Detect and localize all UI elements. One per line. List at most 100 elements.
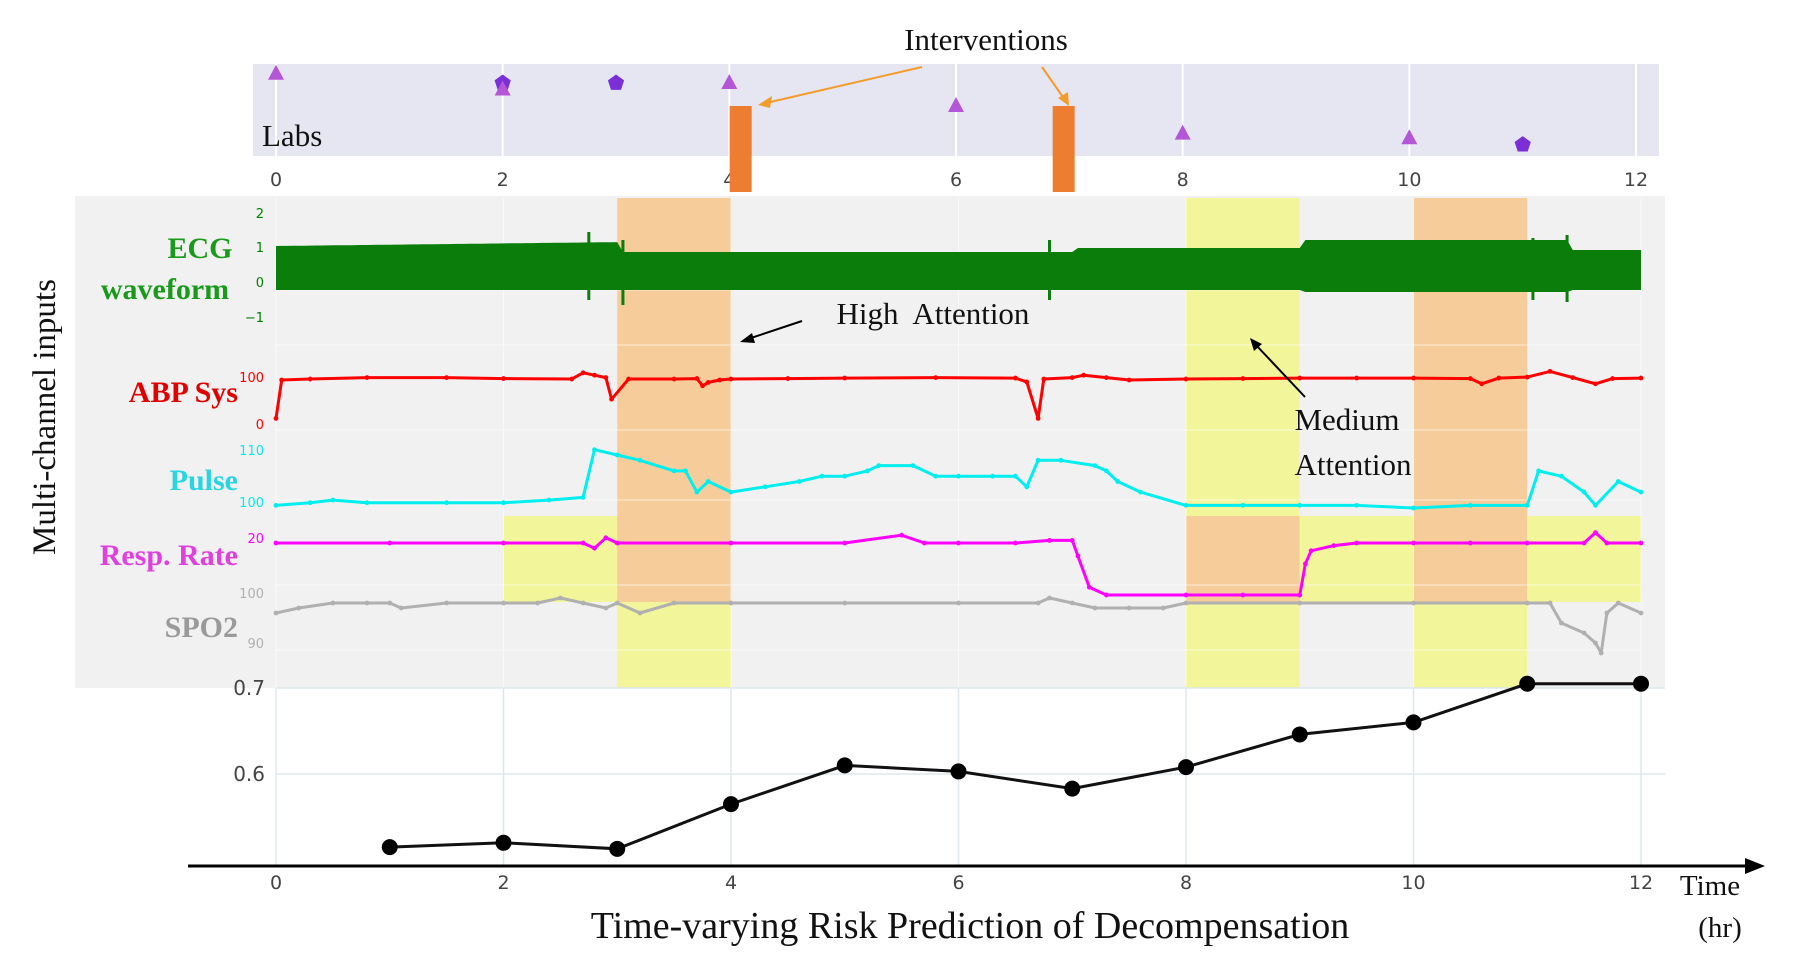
trace-point [1593,640,1598,646]
trace-point [921,540,927,546]
trace-point [1638,489,1644,495]
risk-xtick-label: 12 [1629,872,1653,894]
trace-point [1467,376,1473,381]
trace-point [694,376,700,381]
trace-point [580,600,586,606]
trace-point [535,600,541,606]
risk-point [495,834,512,851]
trace-point [273,416,279,421]
trace-point [1479,381,1485,387]
trace-point [796,479,802,484]
trace-point [637,457,643,463]
attention-band-medium [503,516,618,602]
trace-point [609,396,614,402]
attention-band-medium [1186,198,1300,516]
trace-point [842,600,848,606]
trace-point [1069,538,1075,543]
risk-point [723,796,739,813]
labs-tick-label: 10 [1397,169,1421,191]
risk-xtick-label: 4 [725,872,737,894]
trace-point [956,540,961,546]
trace-point [1581,489,1587,495]
lab-marker-triangle [948,97,964,112]
trace-point [933,473,939,479]
risk-point [1178,759,1194,776]
trace-point [273,502,279,508]
risk-xtick-label: 6 [952,872,964,894]
interventions-label: Interventions [904,22,1068,57]
trace-point [1604,540,1610,546]
trace-point [1012,473,1018,479]
channel-ytick-label: 2 [256,207,264,222]
channel-y-tick-labels: 2 1 0 −1 100 0 110 100 20 100 90 [239,207,264,652]
attention-band-medium [1186,602,1300,688]
trace-point [1558,473,1564,479]
risk-xtick-label: 8 [1180,872,1192,894]
trace-point [1581,540,1587,546]
trace-point [1086,584,1092,590]
trace-point [865,468,870,474]
channel-label-pulse: Pulse [170,464,238,497]
trace-point [444,375,450,380]
trace-point [387,540,393,546]
trace-point [1047,595,1052,601]
trace-point [614,452,620,458]
trace-point [1411,600,1416,606]
lab-marker-pentagon [607,74,625,90]
lab-marker-triangle [494,80,511,96]
trace-point [580,495,586,500]
time-axis-label-line1: Time [1680,870,1740,902]
risk-point [609,840,626,857]
trace-point [1115,479,1121,484]
attention-band-medium [1527,516,1641,602]
high-attention-arrow [747,320,803,340]
channel-label-resp: Resp. Rate [100,539,238,572]
trace-point [1615,600,1621,606]
trace-point [444,500,450,506]
trace-point [933,375,939,380]
time-axis-arrowhead [1745,858,1765,874]
trace-point [1012,540,1018,546]
trace-point [603,375,609,380]
lab-marker-triangle [268,64,284,80]
trace-point [1183,600,1189,606]
medium-attention-label-2: Attention [1294,447,1412,482]
trace-point [1524,374,1530,380]
trace-point [614,540,620,546]
risk-y-tick-labels: 0.6 0.7 [233,676,265,786]
trace-point [592,545,597,551]
trace-point [580,370,586,376]
trace-point [1411,505,1416,511]
channel-ytick-label: 100 [239,587,264,602]
trace-point [1024,379,1030,385]
trace-point [876,463,882,468]
trace-point [1467,502,1473,508]
attention-band-medium [617,602,731,688]
trace-point [592,372,597,378]
trace-point [501,540,506,546]
trace-point [557,595,563,601]
trace-point [1103,592,1109,598]
trace-point [1297,375,1303,381]
trace-point [728,489,734,495]
trace-point [614,600,620,606]
trace-point [1604,610,1610,616]
trace-point [1297,502,1303,508]
trace-point [1547,600,1553,606]
trace-point [1035,416,1041,421]
channel-ytick-label: 0 [256,276,264,291]
trace-point [1012,375,1018,381]
trace-point [1354,375,1360,381]
trace-point [1240,592,1246,598]
risk-point [1519,675,1536,692]
trace-point [694,489,700,495]
risk-line [389,682,1641,851]
channel-ytick-label: 90 [247,637,264,652]
trace-point [364,500,370,506]
trace-point [1638,610,1644,616]
channel-ytick-label: −1 [245,311,264,326]
trace-point [1558,620,1564,626]
risk-series [381,675,1649,857]
trace-point [387,600,393,606]
